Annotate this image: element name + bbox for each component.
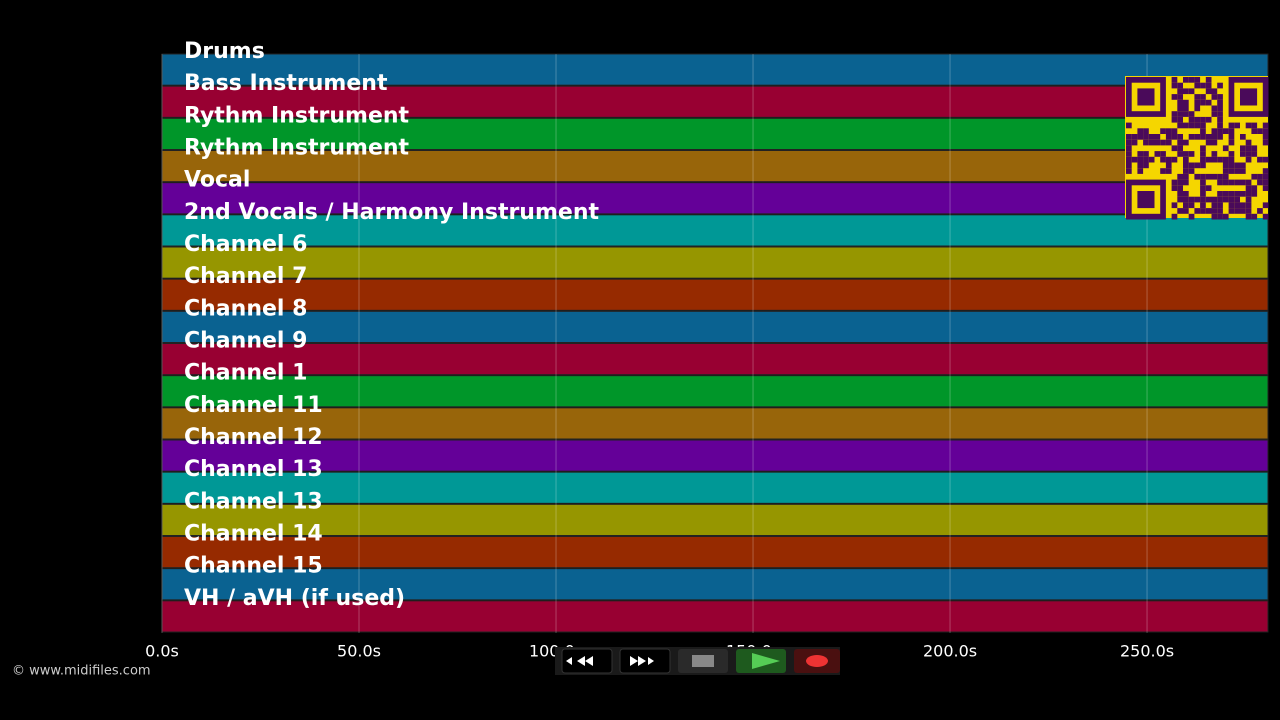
rewind-button[interactable] — [561, 648, 613, 674]
track-band — [161, 407, 1269, 440]
x-tick-label: 50.0s — [337, 642, 381, 661]
track-label: Channel 1 — [184, 361, 307, 386]
track-label: Channel 9 — [184, 329, 307, 354]
track-band — [161, 278, 1269, 311]
track-band — [161, 117, 1269, 151]
track-band — [161, 503, 1269, 537]
track-label: Rythm Instrument — [184, 103, 410, 128]
copyright: © www.midifiles.com — [12, 664, 151, 679]
play-button[interactable] — [736, 649, 786, 673]
track-band — [161, 53, 1269, 86]
x-tick-label: 0.0s — [145, 642, 179, 661]
x-tick-label: 250.0s — [1120, 642, 1174, 661]
track-band — [161, 85, 1269, 118]
track-label: Channel 8 — [184, 296, 307, 321]
forward-button[interactable] — [619, 648, 671, 674]
x-tick-label: 200.0s — [923, 642, 977, 661]
track-label: Channel 6 — [184, 232, 307, 257]
track-band — [161, 600, 1269, 633]
track-label: 2nd Vocals / Harmony Instrument — [184, 200, 599, 225]
track-band — [161, 343, 1269, 376]
track-band — [161, 471, 1269, 504]
track-label: Drums — [184, 39, 265, 64]
track-label: Rythm Instrument — [184, 136, 410, 161]
track-label: Channel 11 — [184, 393, 323, 418]
track-band — [161, 568, 1269, 601]
track-label: Channel 14 — [184, 522, 323, 547]
track-label: Channel 13 — [184, 457, 323, 482]
track-label: Vocal — [184, 168, 250, 193]
track-label: Channel 15 — [184, 554, 323, 579]
track-band — [161, 182, 1269, 215]
track-label: Channel 13 — [184, 489, 323, 514]
stop-button[interactable] — [678, 649, 728, 673]
track-band — [161, 214, 1269, 247]
track-label: Channel 12 — [184, 425, 323, 450]
track-label: VH / aVH (if used) — [184, 586, 405, 611]
track-band — [161, 439, 1269, 472]
track-label: Bass Instrument — [184, 71, 388, 96]
qr-code — [1125, 76, 1269, 220]
transport-controls — [555, 647, 840, 675]
track-band — [161, 310, 1269, 344]
track-label: Channel 7 — [184, 264, 307, 289]
track-band — [161, 536, 1269, 569]
record-button[interactable] — [794, 649, 840, 673]
track-band — [161, 246, 1269, 279]
track-band — [161, 375, 1269, 408]
